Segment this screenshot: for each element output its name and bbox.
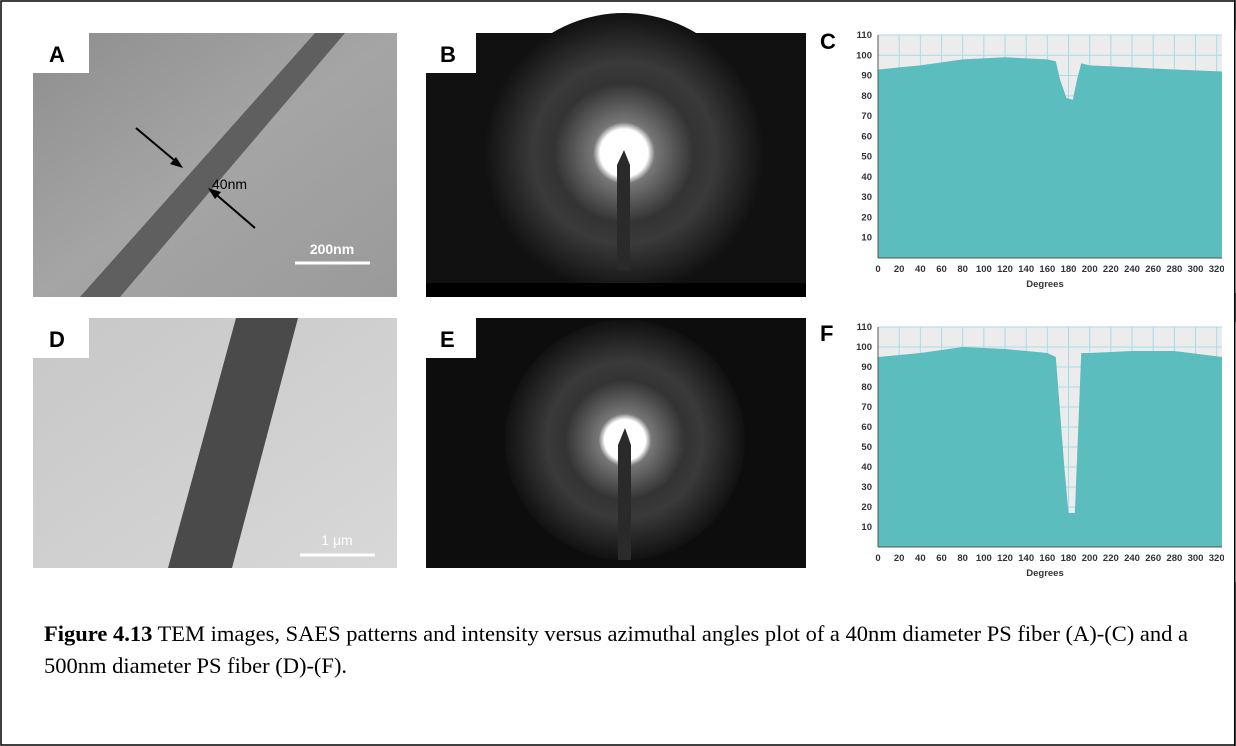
y-tick-label: 30 [861,482,872,493]
label-box [426,33,476,73]
y-tick-label: 100 [856,342,872,353]
y-tick-label: 70 [861,402,872,413]
x-tick-label: 120 [997,553,1013,564]
y-tick-label: 100 [856,50,872,61]
panel-label: F [820,321,833,346]
x-tick-label: 180 [1061,264,1077,275]
arrow [135,127,181,166]
x-tick-label: 260 [1145,264,1161,275]
right-mask [1224,322,1236,582]
right-mask [1224,30,1236,293]
fiber [80,33,345,297]
panel-label: D [49,327,65,352]
x-tick-label: 80 [957,264,968,275]
x-tick-label: 280 [1166,264,1182,275]
x-tick-label: 20 [894,553,905,564]
x-tick-label: 0 [875,553,880,564]
x-tick-label: 100 [976,553,992,564]
x-axis-label: Degrees [1026,568,1064,579]
scale-label: 200nm [310,241,354,257]
y-tick-label: 80 [861,382,872,393]
arrow [211,190,256,229]
x-tick-label: 120 [997,264,1013,275]
y-tick-label: 90 [861,71,872,82]
x-axis-label: Degrees [1026,279,1064,290]
y-tick-label: 50 [861,152,872,163]
label-box [33,318,89,358]
y-tick-label: 10 [861,522,872,533]
x-tick-label: 280 [1166,553,1182,564]
label-box [33,33,89,73]
x-tick-label: 300 [1188,553,1204,564]
y-tick-label: 50 [861,442,872,453]
x-tick-label: 200 [1082,553,1098,564]
x-tick-label: 180 [1061,553,1077,564]
label-box [426,318,476,358]
y-tick-label: 60 [861,422,872,433]
y-tick-label: 20 [861,502,872,513]
x-tick-label: 260 [1145,553,1161,564]
x-tick-label: 140 [1018,264,1034,275]
x-tick-label: 160 [1039,553,1055,564]
y-tick-label: 70 [861,111,872,122]
y-tick-label: 40 [861,462,872,473]
y-tick-label: 20 [861,212,872,223]
x-tick-label: 320 [1209,264,1225,275]
x-tick-label: 240 [1124,264,1140,275]
x-tick-label: 40 [915,553,926,564]
panel-label: A [49,42,65,67]
arrowhead [208,188,221,199]
x-tick-label: 40 [915,264,926,275]
y-tick-label: 10 [861,233,872,244]
x-tick-label: 160 [1039,264,1055,275]
x-tick-label: 220 [1103,553,1119,564]
strip [426,283,806,297]
frame-right [1234,0,1236,746]
x-tick-label: 220 [1103,264,1119,275]
x-tick-label: 60 [936,553,947,564]
beam-stop [617,150,630,270]
area [878,347,1222,547]
y-tick-label: 60 [861,131,872,142]
y-tick-label: 110 [857,30,872,41]
area [878,57,1222,258]
caption-label: Figure 4.13 [44,621,153,646]
x-tick-label: 300 [1188,264,1204,275]
caption-text: TEM images, SAES patterns and intensity … [44,621,1188,678]
arrowhead [170,157,183,168]
caption: Figure 4.13 TEM images, SAES patterns an… [44,618,1194,682]
y-tick-label: 110 [857,322,872,333]
x-tick-label: 100 [976,264,992,275]
panel-label: C [820,29,836,54]
x-tick-label: 320 [1209,553,1225,564]
x-tick-label: 140 [1018,553,1034,564]
beam-stop [618,428,631,560]
x-tick-label: 240 [1124,553,1140,564]
fiber [168,318,298,568]
y-tick-label: 40 [861,172,872,183]
x-tick-label: 20 [894,264,905,275]
scale-label: 1 μm [321,532,352,548]
x-tick-label: 80 [957,553,968,564]
y-tick-label: 90 [861,362,872,373]
y-tick-label: 80 [861,91,872,102]
x-tick-label: 60 [936,264,947,275]
x-tick-label: 200 [1082,264,1098,275]
panel-label: B [440,42,456,67]
y-tick-label: 30 [861,192,872,203]
panel-label: E [440,327,455,352]
x-tick-label: 0 [875,264,880,275]
annotation: 40nm [212,176,247,192]
